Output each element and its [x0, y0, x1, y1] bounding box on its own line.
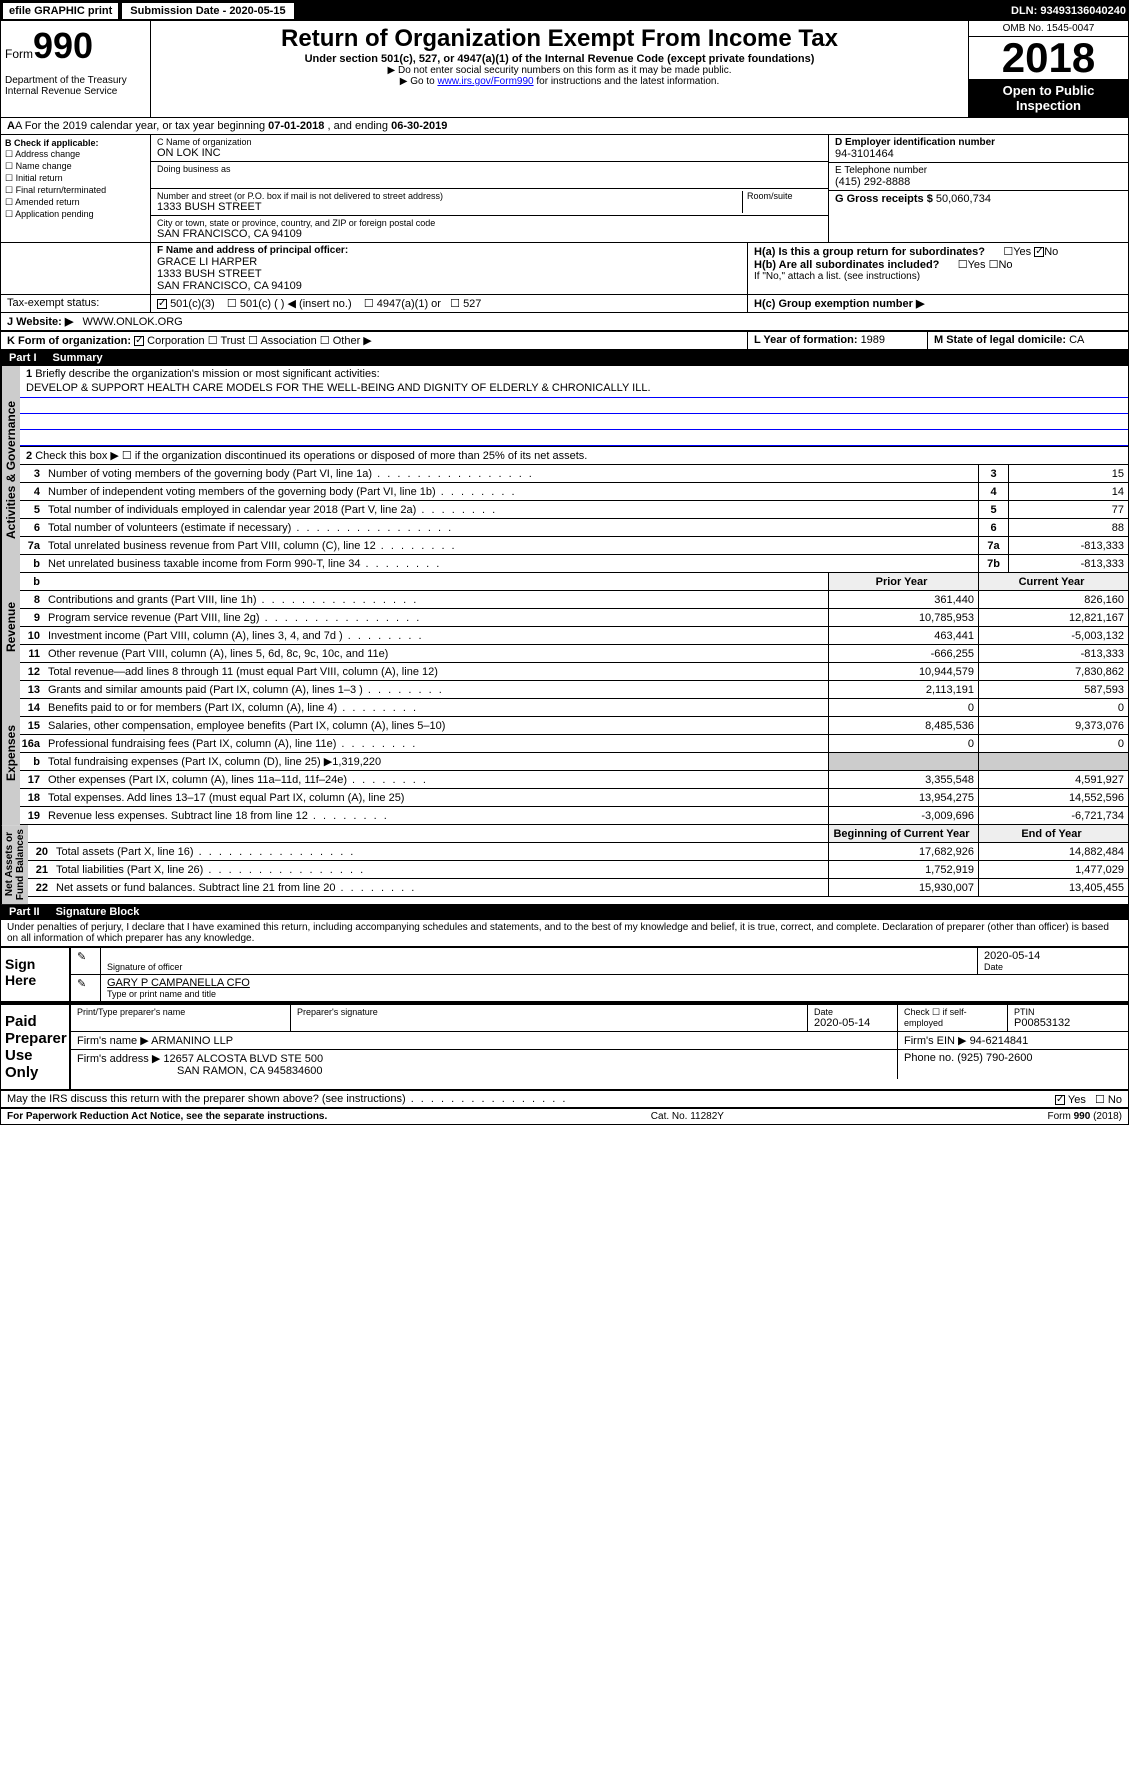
goto-note: ▶ Go to www.irs.gov/Form990 for instruct… [155, 76, 964, 87]
efile-label: efile GRAPHIC print [3, 3, 118, 19]
open-public: Open to Public Inspection [969, 79, 1128, 117]
mission-text: DEVELOP & SUPPORT HEALTH CARE MODELS FOR… [20, 382, 1128, 398]
summary-governance: Activities & Governance 1 Briefly descri… [1, 366, 1128, 573]
website-url: WWW.ONLOK.ORG [83, 316, 183, 328]
row-fh: F Name and address of principal officer:… [1, 243, 1128, 295]
dln: DLN: 93493136040240 [1011, 5, 1126, 17]
form-990: efile GRAPHIC print Submission Date - 20… [0, 0, 1129, 1125]
paid-preparer-block: Paid Preparer Use Only Print/Type prepar… [1, 1003, 1128, 1091]
ein: 94-3101464 [835, 148, 1122, 160]
perjury-statement: Under penalties of perjury, I declare th… [1, 920, 1128, 946]
part1-header: Part ISummary [1, 350, 1128, 366]
form-header: Form990 Department of the Treasury Inter… [1, 21, 1128, 118]
col-c-org-info: C Name of organization ON LOK INC Doing … [151, 135, 828, 242]
vtab-revenue: Revenue [1, 573, 20, 681]
vtab-governance: Activities & Governance [1, 366, 20, 573]
irs-link[interactable]: www.irs.gov/Form990 [437, 76, 533, 87]
top-bar: efile GRAPHIC print Submission Date - 20… [1, 1, 1128, 21]
row-klm: K Form of organization: Corporation ☐ Tr… [1, 332, 1128, 350]
form-number: Form990 [5, 25, 146, 67]
summary-net-assets: Net Assets or Fund Balances Beginning of… [1, 825, 1128, 904]
row-website: J Website: ▶ WWW.ONLOK.ORG [1, 313, 1128, 332]
phone: (415) 292-8888 [835, 176, 1122, 188]
dept-treasury: Department of the Treasury Internal Reve… [5, 75, 146, 97]
row-ij: Tax-exempt status: 501(c)(3) ☐ 501(c) ( … [1, 295, 1128, 313]
vtab-expenses: Expenses [1, 681, 20, 825]
form-title: Return of Organization Exempt From Incom… [155, 25, 964, 53]
col-b-checkboxes: B Check if applicable: ☐ Address change … [1, 135, 151, 242]
ssn-note: ▶ Do not enter social security numbers o… [155, 65, 964, 76]
officer-name: GRACE LI HARPER [157, 256, 741, 268]
vtab-net-assets: Net Assets or Fund Balances [1, 825, 28, 904]
org-city: SAN FRANCISCO, CA 94109 [157, 228, 822, 240]
tax-year: 2018 [969, 37, 1128, 79]
org-address: 1333 BUSH STREET [157, 201, 742, 213]
summary-expenses: Expenses 13Grants and similar amounts pa… [1, 681, 1128, 825]
block-bcd: B Check if applicable: ☐ Address change … [1, 135, 1128, 243]
form-subtitle: Under section 501(c), 527, or 4947(a)(1)… [155, 53, 964, 65]
summary-revenue: Revenue bPrior YearCurrent Year 8Contrib… [1, 573, 1128, 681]
part2-header: Part IISignature Block [1, 904, 1128, 920]
footer: For Paperwork Reduction Act Notice, see … [1, 1108, 1128, 1124]
col-defgh: D Employer identification number 94-3101… [828, 135, 1128, 242]
row-a-tax-year: AA For the 2019 calendar year, or tax ye… [1, 118, 1128, 135]
org-name: ON LOK INC [157, 147, 822, 159]
sign-here-block: Sign Here ✎ Signature of officer 2020-05… [1, 946, 1128, 1003]
discuss-row: May the IRS discuss this return with the… [1, 1091, 1128, 1108]
gross-receipts: G Gross receipts $ 50,060,734 [829, 191, 1128, 207]
submission-date: Submission Date - 2020-05-15 [122, 3, 293, 19]
